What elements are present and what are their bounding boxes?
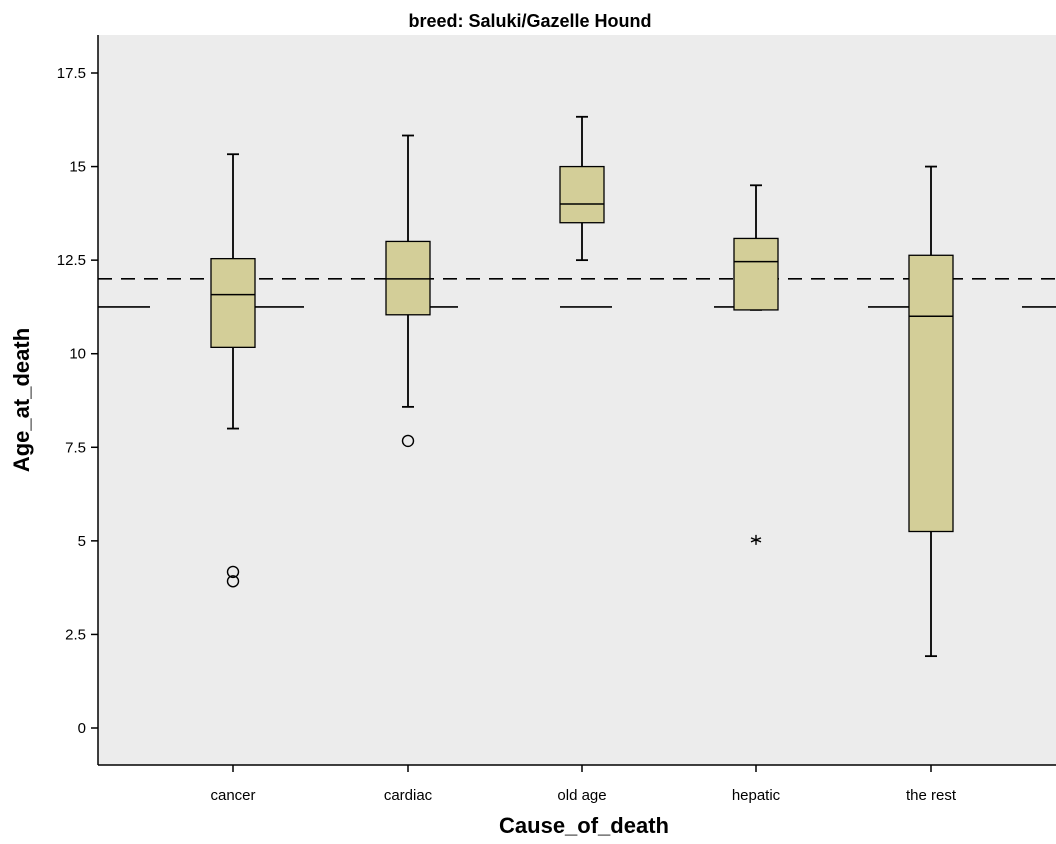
- box-iqr: [733, 237, 779, 311]
- box-the-rest: [908, 165, 954, 658]
- x-tick-label: cardiac: [384, 787, 433, 804]
- extreme-point: [750, 534, 762, 545]
- x-axis-title: Cause_of_death: [499, 813, 669, 838]
- y-tick-label: 0: [78, 720, 86, 737]
- x-tick-label: the rest: [906, 787, 957, 804]
- box-iqr: [559, 165, 605, 224]
- y-tick-label: 5: [78, 533, 86, 550]
- y-tick-label: 15: [69, 159, 86, 176]
- box-iqr: [210, 257, 256, 349]
- x-tick-label: old age: [557, 787, 606, 804]
- y-tick-label: 10: [69, 346, 86, 363]
- y-tick-label: 12.5: [57, 252, 86, 269]
- x-tick-label: cancer: [210, 787, 255, 804]
- plot-area-background: [98, 35, 1056, 765]
- box-cardiac: [385, 134, 431, 448]
- reference-lines: [98, 278, 1056, 308]
- x-tick-label: hepatic: [732, 787, 781, 804]
- y-axis-title: Age_at_death: [9, 328, 34, 472]
- box-iqr: [908, 254, 954, 533]
- y-tick-label: 7.5: [65, 439, 86, 456]
- box-old-age: [559, 115, 605, 262]
- boxes-layer: [210, 115, 954, 658]
- x-axis-ticks: cancer cardiac old age hepatic the rest: [210, 765, 957, 804]
- outlier-point: [226, 575, 240, 588]
- box-cancer: [210, 153, 256, 588]
- chart-title: breed: Saluki/Gazelle Hound: [408, 11, 651, 31]
- box-hepatic: [733, 184, 779, 545]
- y-axis-ticks: 0 2.5 5 7.5 10 12.5 15 17.5: [57, 65, 98, 737]
- y-tick-label: 2.5: [65, 626, 86, 643]
- outlier-point: [401, 434, 415, 448]
- outlier-point: [226, 565, 240, 579]
- y-tick-label: 17.5: [57, 65, 86, 82]
